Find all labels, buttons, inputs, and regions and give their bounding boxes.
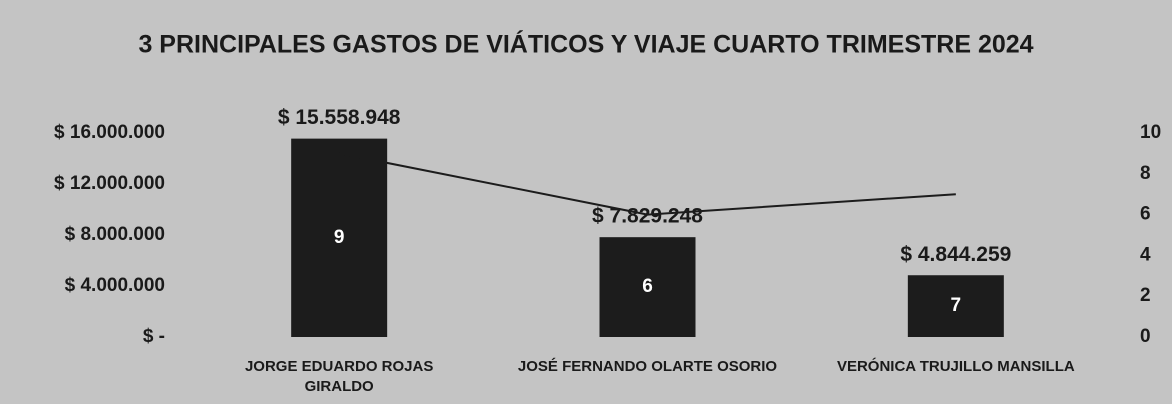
y2-tick-label: 4 [1140,244,1151,265]
value-label: $ 15.558.948 [278,106,401,129]
line [338,152,956,216]
bar [907,275,1004,337]
data-label: 6 [642,276,653,297]
y2-tick-label: 8 [1140,163,1151,184]
y2-tick-label: 0 [1140,326,1151,347]
chart-title: 3 PRINCIPALES GASTOS DE VIÁTICOS Y VIAJE… [138,30,1033,59]
data-label: 9 [334,227,345,248]
y2-tick-label: 10 [1140,122,1161,143]
y-tick-label: $ 4.000.000 [65,275,165,296]
y2-tick-label: 2 [1140,285,1151,306]
y-tick-label: $ - [143,326,165,347]
x-tick-label: JORGE EDUARDO ROJAS GIRALDO [244,358,434,395]
value-label: $ 7.829.248 [592,205,703,228]
x-tick-label: VERÓNICA TRUJILLO MANSILLA [836,358,1075,375]
y2-tick-label: 6 [1140,204,1151,225]
y-tick-label: $ 16.000.000 [54,122,165,143]
x-tick-label: JOSÉ FERNANDO OLARTE OSORIO [517,358,778,375]
bar [291,138,388,337]
data-label: 7 [951,295,962,316]
y-tick-label: $ 12.000.000 [54,173,165,194]
bar [599,237,696,337]
y-tick-label: $ 8.000.000 [65,224,165,245]
value-label: $ 4.844.259 [900,243,1011,266]
